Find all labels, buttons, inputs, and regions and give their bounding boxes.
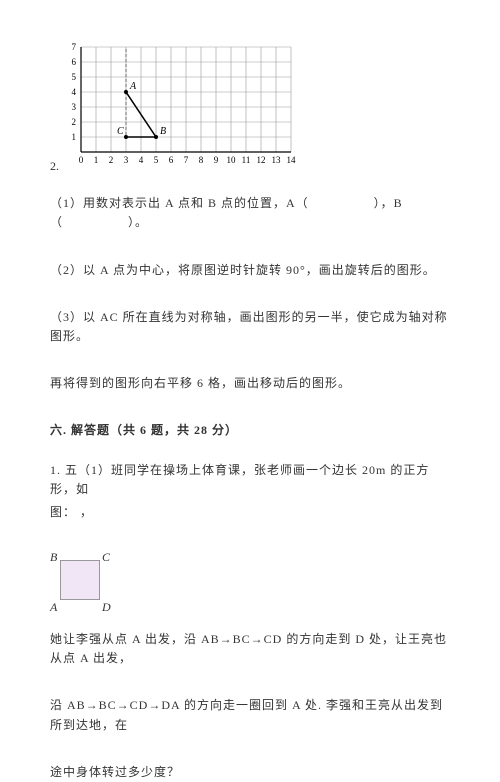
svg-text:5: 5	[154, 155, 159, 165]
svg-text:3: 3	[72, 102, 77, 112]
svg-text:12: 12	[257, 155, 266, 165]
svg-text:14: 14	[287, 155, 297, 165]
coordinate-grid: 012345678910111213141234567ABC	[67, 40, 307, 176]
svg-text:6: 6	[169, 155, 174, 165]
sub-question-3: （3）以 AC 所在直线为对称轴，画出图形的另一半，使它成为轴对称图形。	[50, 308, 450, 346]
svg-text:C: C	[117, 126, 124, 137]
problem-1-line-a: 1. 五（1）班同学在操场上体育课，张老师画一个边长 20m 的正方形，如	[50, 461, 450, 499]
svg-text:8: 8	[199, 155, 204, 165]
svg-text:9: 9	[214, 155, 219, 165]
section-6-title: 六. 解答题（共 6 题，共 28 分）	[50, 421, 450, 440]
label-C: C	[102, 548, 110, 567]
square-diagram: B C A D	[50, 550, 450, 610]
problem-1-line-b: 图： ，	[50, 503, 450, 522]
svg-text:2: 2	[72, 117, 77, 127]
svg-text:7: 7	[72, 42, 77, 52]
svg-text:3: 3	[124, 155, 129, 165]
label-A: A	[50, 598, 57, 617]
svg-text:11: 11	[242, 155, 251, 165]
sub-question-2: （2）以 A 点为中心，将原图逆时针旋转 90°，画出旋转后的图形。	[50, 261, 450, 280]
svg-text:0: 0	[79, 155, 84, 165]
problem-1-line-4: 途中身体转过多少度？	[50, 763, 450, 782]
svg-text:2: 2	[109, 155, 114, 165]
sub-question-4: 再将得到的图形向右平移 6 格，画出移动后的图形。	[50, 374, 450, 393]
svg-text:4: 4	[139, 155, 144, 165]
square-box	[60, 560, 100, 600]
svg-text:6: 6	[72, 57, 77, 67]
svg-text:1: 1	[94, 155, 99, 165]
sub-question-1: （1）用数对表示出 A 点和 B 点的位置，A（ ），B（ ）。	[50, 194, 450, 232]
svg-text:7: 7	[184, 155, 189, 165]
label-B: B	[50, 548, 57, 567]
problem-1-line-3: 沿 AB→BC→CD→DA 的方向走一圈回到 A 处. 李强和王亮从出发到所到达…	[50, 696, 450, 734]
svg-text:1: 1	[72, 132, 77, 142]
svg-text:13: 13	[272, 155, 282, 165]
label-D: D	[102, 598, 111, 617]
svg-text:B: B	[160, 126, 166, 137]
problem-1-line-2: 她让李强从点 A 出发，沿 AB→BC→CD 的方向走到 D 处，让王亮也从点 …	[50, 630, 450, 668]
svg-text:10: 10	[227, 155, 237, 165]
svg-text:5: 5	[72, 72, 77, 82]
question-number-2: 2.	[50, 157, 59, 176]
svg-text:A: A	[129, 81, 137, 92]
svg-text:4: 4	[72, 87, 77, 97]
